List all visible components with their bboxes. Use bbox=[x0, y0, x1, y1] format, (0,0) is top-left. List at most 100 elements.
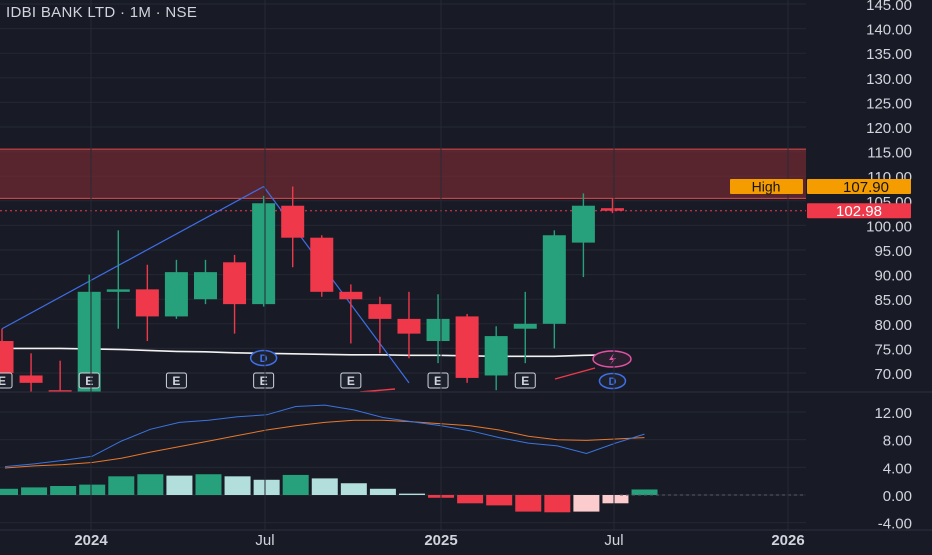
macd-axis-label: 12.00 bbox=[874, 405, 912, 422]
time-axis-label: 2026 bbox=[771, 532, 804, 549]
price-axis-label: 85.00 bbox=[874, 292, 912, 309]
time-axis-label: Jul bbox=[255, 532, 274, 549]
time-axis-label: 2025 bbox=[424, 532, 457, 549]
macd-histogram-bar bbox=[457, 495, 484, 504]
candle-body bbox=[513, 323, 537, 329]
candle-body bbox=[19, 375, 43, 383]
candle-body bbox=[368, 304, 392, 319]
macd-histogram-bar bbox=[0, 488, 18, 495]
price-axis-label: 70.00 bbox=[874, 366, 912, 383]
trendline bbox=[1, 186, 264, 330]
signal-line bbox=[4, 419, 645, 469]
earnings-marker: E bbox=[0, 372, 13, 389]
macd-histogram-bar bbox=[398, 493, 425, 495]
macd-histogram-bar bbox=[166, 475, 193, 495]
moving-average-line bbox=[2, 347, 613, 358]
earnings-marker: E bbox=[165, 372, 187, 389]
candle-body bbox=[135, 289, 159, 317]
macd-histogram-bar bbox=[544, 495, 571, 513]
time-axis-label: Jul bbox=[604, 532, 623, 549]
earnings-marker-label: E bbox=[85, 374, 93, 388]
dividend-marker: D bbox=[249, 349, 278, 367]
candle-body bbox=[571, 205, 595, 243]
price-axis-label: 80.00 bbox=[874, 317, 912, 334]
time-axis-label: 2024 bbox=[74, 532, 108, 549]
lightning-icon-bolt bbox=[609, 353, 616, 365]
macd-axis-label: -4.00 bbox=[878, 516, 912, 533]
candle-body bbox=[542, 235, 566, 324]
earnings-marker-box bbox=[253, 372, 275, 389]
macd-histogram-bar bbox=[515, 495, 542, 512]
macd-histogram-bar bbox=[602, 495, 629, 504]
price-axis-label: 140.00 bbox=[866, 22, 912, 39]
macd-histogram-bar bbox=[486, 495, 513, 506]
price-axis-label: 90.00 bbox=[874, 268, 912, 285]
candle-body bbox=[106, 289, 130, 292]
earnings-marker: E bbox=[514, 372, 536, 389]
earnings-marker-box bbox=[165, 372, 187, 389]
high-tag-box bbox=[730, 179, 803, 195]
candle-body bbox=[223, 262, 247, 305]
candle-body bbox=[77, 291, 101, 392]
candle-body bbox=[339, 291, 363, 300]
earnings-marker-box bbox=[78, 372, 100, 389]
candle-body bbox=[0, 341, 14, 373]
macd-histogram-bar bbox=[137, 474, 164, 495]
dividend-marker-label: D bbox=[260, 353, 268, 365]
earnings-marker-label: E bbox=[521, 374, 529, 388]
macd-line bbox=[4, 404, 645, 468]
macd-histogram-bar bbox=[282, 474, 309, 495]
macd-histogram-bar bbox=[108, 476, 135, 495]
macd-histogram-bar bbox=[311, 478, 338, 495]
price-axis-label: 145.00 bbox=[866, 0, 912, 14]
macd-axis-label: 8.00 bbox=[883, 433, 912, 450]
macd-histogram-bar bbox=[340, 483, 367, 495]
candle-body bbox=[397, 318, 421, 334]
dividend-marker-label: D bbox=[608, 376, 616, 388]
price-axis-label: 125.00 bbox=[866, 95, 912, 112]
earnings-marker-box bbox=[0, 372, 13, 389]
macd-histogram-bar bbox=[369, 488, 396, 495]
earnings-marker-label: E bbox=[347, 374, 355, 388]
macd-axis-label: 4.00 bbox=[883, 460, 912, 477]
macd-histogram-bar bbox=[253, 479, 280, 495]
candle-body bbox=[310, 237, 334, 292]
candle-body bbox=[426, 318, 450, 342]
earnings-marker-label: E bbox=[260, 374, 268, 388]
high-value-label: 107.90 bbox=[843, 179, 889, 196]
lightning-icon bbox=[592, 350, 632, 368]
candle-body bbox=[455, 316, 479, 378]
price-axis-label: 120.00 bbox=[866, 120, 912, 137]
price-axis-label: 100.00 bbox=[866, 218, 912, 235]
earnings-marker-label: E bbox=[434, 374, 442, 388]
candle-body bbox=[600, 208, 624, 211]
high-value-box bbox=[807, 179, 911, 195]
high-tag-label: High bbox=[752, 179, 781, 195]
macd-pane bbox=[0, 404, 806, 524]
macd-histogram-bar bbox=[195, 474, 222, 495]
earnings-marker-box bbox=[514, 372, 536, 389]
earnings-marker-box bbox=[340, 372, 362, 389]
macd-histogram-bar bbox=[573, 495, 600, 512]
dividend-marker: D bbox=[598, 372, 627, 390]
resistance-zone bbox=[0, 149, 806, 199]
earnings-marker: E bbox=[340, 372, 362, 389]
macd-histogram-bar bbox=[631, 489, 658, 495]
candle-body bbox=[164, 272, 188, 317]
dividend-marker-ring bbox=[249, 349, 278, 367]
macd-axis-label: 0.00 bbox=[883, 488, 912, 505]
red-trendline bbox=[554, 367, 596, 380]
macd-histogram-bar bbox=[21, 487, 48, 495]
macd-histogram-bar bbox=[50, 486, 77, 495]
earnings-marker-label: E bbox=[0, 374, 6, 388]
candle-body bbox=[252, 203, 276, 305]
last-price-box bbox=[807, 203, 911, 219]
chart-title: IDBI BANK LTD · 1M · NSE bbox=[6, 4, 198, 21]
earnings-marker: E bbox=[78, 372, 100, 389]
price-axis-label: 75.00 bbox=[874, 341, 912, 358]
candle-body bbox=[48, 390, 72, 392]
macd-histogram-bar bbox=[224, 476, 251, 495]
candle-body bbox=[193, 272, 217, 300]
